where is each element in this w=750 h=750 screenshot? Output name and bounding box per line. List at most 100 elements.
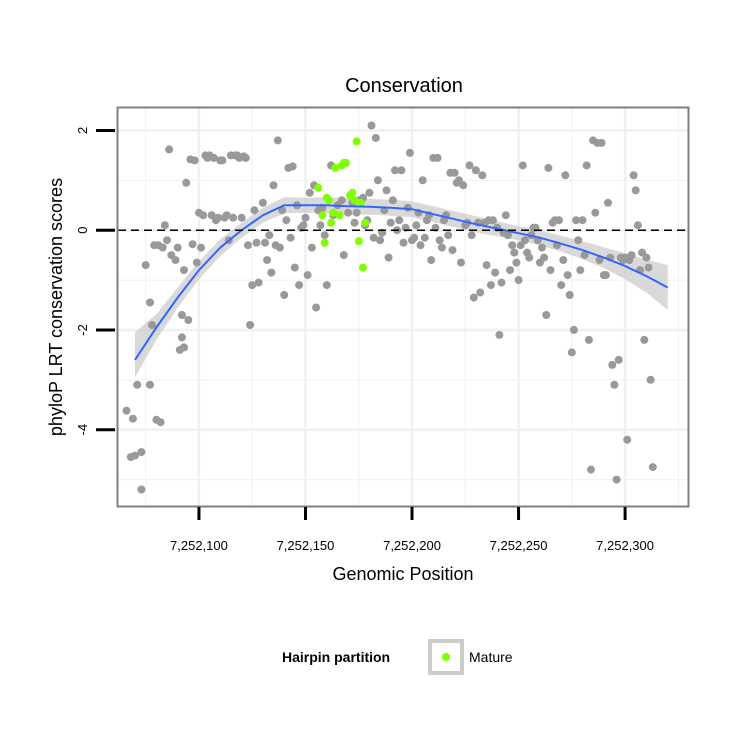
other-point bbox=[305, 188, 314, 197]
other-point bbox=[427, 256, 436, 265]
other-point bbox=[476, 288, 485, 297]
other-point bbox=[437, 243, 446, 252]
x-tick-label: 7,252,100 bbox=[170, 538, 228, 553]
other-point bbox=[510, 248, 519, 257]
other-point bbox=[412, 221, 421, 230]
other-point bbox=[307, 243, 316, 252]
mature-point bbox=[320, 238, 329, 247]
other-point bbox=[190, 156, 199, 165]
other-point bbox=[258, 198, 267, 207]
other-point bbox=[265, 231, 274, 240]
y-tick-label: -4 bbox=[75, 424, 90, 436]
other-point bbox=[465, 161, 474, 170]
other-point bbox=[595, 256, 604, 265]
other-point bbox=[631, 186, 640, 195]
data-points bbox=[122, 121, 657, 494]
mature-point bbox=[324, 196, 333, 205]
other-point bbox=[646, 375, 655, 384]
other-point bbox=[269, 181, 278, 190]
mature-point bbox=[329, 208, 338, 217]
other-point bbox=[184, 316, 193, 324]
other-point bbox=[518, 161, 527, 170]
other-point bbox=[497, 278, 506, 287]
other-point bbox=[482, 261, 491, 270]
other-point bbox=[322, 281, 331, 290]
other-point bbox=[350, 218, 359, 227]
mature-point bbox=[356, 198, 365, 207]
other-point bbox=[122, 406, 131, 415]
other-point bbox=[591, 208, 600, 217]
other-point bbox=[444, 231, 453, 240]
other-point bbox=[559, 256, 568, 265]
other-point bbox=[199, 211, 208, 220]
other-point bbox=[580, 251, 589, 260]
other-point bbox=[267, 268, 276, 277]
other-point bbox=[320, 231, 329, 240]
other-point bbox=[301, 213, 310, 222]
other-point bbox=[275, 243, 284, 252]
other-point bbox=[563, 271, 572, 280]
other-point bbox=[604, 198, 612, 207]
smooth-curve bbox=[134, 204, 669, 361]
mature-point bbox=[318, 211, 327, 220]
other-point bbox=[254, 278, 263, 287]
other-point bbox=[491, 268, 500, 277]
other-point bbox=[574, 236, 583, 245]
other-point bbox=[148, 321, 157, 329]
other-point bbox=[578, 216, 587, 225]
other-point bbox=[376, 236, 385, 245]
other-point bbox=[352, 208, 361, 217]
mature-point bbox=[348, 188, 357, 197]
smooth-line bbox=[134, 204, 669, 361]
other-point bbox=[418, 176, 427, 185]
other-point bbox=[371, 133, 380, 142]
other-point bbox=[188, 240, 197, 249]
other-point bbox=[165, 145, 174, 154]
other-point bbox=[495, 330, 504, 339]
x-tick-label: 7,252,250 bbox=[490, 538, 548, 553]
other-point bbox=[601, 271, 610, 280]
mature-point bbox=[342, 158, 350, 167]
other-point bbox=[339, 251, 348, 260]
y-tick-label: 2 bbox=[75, 127, 90, 134]
x-tick-label: 7,252,300 bbox=[596, 538, 654, 553]
other-point bbox=[648, 463, 657, 472]
x-axis-ticks: 7,252,100 7,252,150 7,252,200 7,252,250 7,25… bbox=[170, 507, 654, 553]
other-point bbox=[386, 218, 395, 227]
other-point bbox=[237, 213, 246, 222]
other-point bbox=[209, 153, 218, 162]
other-point bbox=[182, 178, 191, 187]
mature-point bbox=[361, 218, 370, 227]
other-point bbox=[261, 238, 269, 247]
other-point bbox=[299, 221, 308, 230]
other-point bbox=[508, 241, 517, 250]
other-point bbox=[397, 166, 406, 175]
other-point bbox=[486, 281, 495, 290]
x-tick-label: 7,252,200 bbox=[383, 538, 441, 553]
other-point bbox=[399, 238, 408, 247]
other-point bbox=[248, 281, 257, 290]
other-point bbox=[137, 448, 146, 457]
other-point bbox=[337, 196, 346, 205]
other-point bbox=[565, 291, 574, 299]
other-point bbox=[244, 241, 252, 250]
other-point bbox=[163, 236, 171, 245]
y-axis-ticks: 2 0 -2 -4 bbox=[75, 127, 115, 436]
other-point bbox=[610, 380, 619, 389]
other-point bbox=[623, 435, 632, 444]
other-point bbox=[555, 216, 563, 225]
other-point bbox=[542, 311, 551, 319]
other-point bbox=[540, 253, 549, 262]
y-tick-label: -2 bbox=[75, 324, 90, 336]
other-point bbox=[503, 231, 512, 240]
other-point bbox=[633, 221, 642, 230]
mature-point bbox=[314, 183, 323, 192]
other-point bbox=[435, 236, 444, 245]
other-point bbox=[288, 162, 297, 171]
other-point bbox=[525, 253, 534, 262]
other-point bbox=[280, 291, 289, 299]
other-point bbox=[146, 298, 154, 307]
other-point bbox=[506, 266, 514, 275]
other-point bbox=[629, 171, 638, 180]
